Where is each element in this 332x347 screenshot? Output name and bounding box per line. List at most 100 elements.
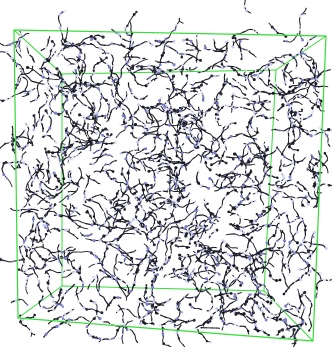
atom (81, 281, 85, 285)
atom (154, 120, 157, 123)
atom (140, 161, 142, 163)
atom (153, 306, 156, 309)
atom (256, 230, 259, 232)
atom (268, 274, 272, 278)
atom (231, 84, 235, 88)
atom (65, 289, 69, 293)
atom (246, 150, 250, 153)
atom (170, 321, 173, 325)
bond (127, 288, 130, 294)
atom (274, 217, 277, 220)
bond (149, 68, 153, 72)
atom (109, 111, 112, 114)
atom (268, 195, 272, 198)
atom (180, 118, 183, 121)
atom (291, 122, 295, 125)
bond (184, 152, 189, 154)
atom (148, 260, 151, 262)
atom (265, 297, 268, 300)
atom (6, 177, 9, 180)
atom (314, 69, 317, 72)
bond (38, 234, 42, 238)
atom (123, 221, 126, 224)
bond (131, 134, 134, 137)
atom (138, 321, 142, 326)
atom (145, 118, 148, 121)
atom (313, 269, 316, 272)
atom (127, 321, 129, 324)
atom (100, 339, 103, 341)
atom (294, 86, 297, 90)
atom (89, 238, 92, 241)
bond (83, 36, 89, 40)
atom (125, 92, 127, 95)
atom (58, 291, 62, 294)
atom (147, 127, 151, 131)
atom (289, 104, 293, 108)
box-edge (13, 29, 63, 75)
bond (115, 73, 119, 78)
atom (265, 192, 268, 195)
atom (185, 74, 189, 77)
atom (18, 209, 22, 212)
atom (171, 226, 173, 228)
atom (329, 146, 332, 148)
atom (58, 26, 62, 30)
atom (244, 199, 247, 202)
atom (117, 244, 120, 248)
atom (146, 267, 150, 270)
atom (164, 139, 167, 142)
atom (106, 199, 109, 202)
bond (155, 125, 161, 128)
atom (42, 135, 45, 139)
atom (116, 134, 119, 137)
atom (142, 223, 145, 225)
atom (232, 169, 235, 172)
atom (220, 137, 224, 141)
atom (151, 290, 154, 292)
atom (273, 195, 276, 197)
atom (101, 35, 105, 39)
atom (116, 105, 119, 108)
atom (217, 208, 220, 211)
atom (96, 310, 98, 313)
atom (44, 237, 46, 239)
bond (235, 247, 239, 249)
atom (98, 258, 101, 261)
atom (240, 281, 244, 285)
atom (104, 117, 106, 119)
atom (129, 163, 132, 166)
atom (228, 123, 230, 126)
bond (22, 136, 27, 139)
bond (98, 203, 102, 208)
atom (271, 91, 275, 95)
atom (183, 227, 186, 230)
atom (122, 261, 126, 265)
atom (176, 301, 180, 305)
atom (178, 272, 181, 276)
atom (248, 157, 251, 160)
atom (38, 185, 42, 189)
atom (90, 197, 93, 199)
atom (107, 304, 110, 307)
atom (132, 272, 135, 276)
atom (95, 132, 99, 135)
atom (263, 171, 265, 173)
atom (131, 93, 135, 97)
atom (97, 225, 100, 229)
atom (297, 96, 299, 98)
atom (298, 85, 301, 88)
atom (249, 124, 252, 127)
atom (275, 191, 279, 195)
molecule (272, 189, 300, 219)
atom (211, 212, 215, 216)
atom (37, 229, 41, 232)
atom (54, 99, 57, 102)
atom (127, 124, 130, 127)
atom (25, 281, 29, 284)
atom (76, 94, 79, 97)
molecule (86, 329, 102, 340)
atom (228, 82, 232, 85)
atom (183, 265, 187, 269)
atom (91, 335, 95, 339)
